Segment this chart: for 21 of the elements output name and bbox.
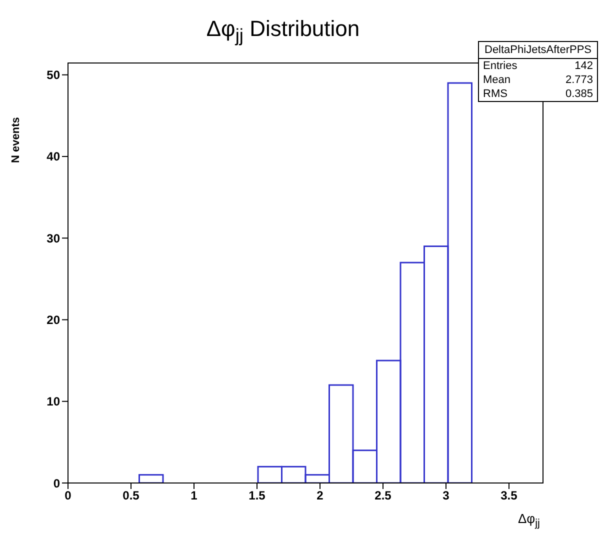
- x-tick-label: 3: [442, 488, 450, 503]
- x-tick-label: 0: [64, 488, 72, 503]
- x-tick-label: 3.5: [500, 488, 518, 503]
- y-axis-title: N events: [10, 117, 22, 163]
- y-tick-label: 30: [46, 231, 60, 246]
- chart-title: Δφ$_{jj}$ Distribution: [206, 16, 360, 46]
- text: Entries 142: [483, 60, 593, 72]
- text: Mean 2.773: [483, 74, 593, 86]
- x-tick-label: 2.5: [374, 488, 392, 503]
- text: DeltaPhiJetsAfterPPS: [479, 42, 597, 59]
- x-tick-label: 1.5: [248, 488, 266, 503]
- y-tick-label: 0: [53, 476, 60, 490]
- x-axis-title: Δφ$_{jj}$: [518, 511, 540, 530]
- x-tick-label: 0.5: [122, 488, 140, 503]
- x-tick-label: 1: [190, 488, 198, 503]
- y-tick-label: 40: [46, 150, 60, 164]
- y-tick-label: 20: [46, 312, 60, 327]
- y-tick-label: 50: [46, 68, 60, 82]
- y-tick-label: 10: [46, 394, 60, 409]
- x-tick-label: 2: [316, 488, 324, 503]
- text: RMS 0.385: [483, 88, 593, 100]
